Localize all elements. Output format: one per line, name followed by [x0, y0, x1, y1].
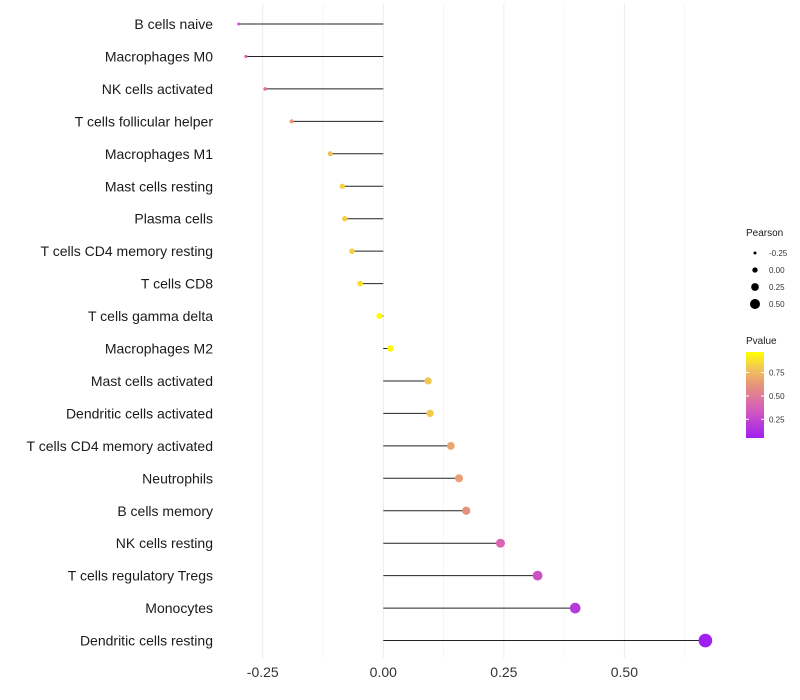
lollipop-point	[446, 441, 455, 450]
x-tick-label: 0.50	[611, 664, 638, 680]
category-label: NK cells activated	[102, 81, 213, 97]
category-label: Macrophages M2	[105, 341, 213, 357]
colorbar-gradient	[746, 352, 764, 438]
color-legend-title: Pvalue	[746, 336, 777, 347]
lollipop-point	[342, 215, 348, 222]
category-label: T cells regulatory Tregs	[68, 568, 213, 584]
lollipop-point	[424, 377, 432, 385]
colorbar: 0.25 0.50 0.75	[746, 352, 785, 438]
size-legend-swatch	[749, 298, 761, 310]
size-legend-label: 0.50	[769, 300, 785, 309]
lollipop-point	[698, 633, 713, 648]
colorbar-label: 0.25	[769, 415, 785, 424]
category-label: T cells CD4 memory resting	[41, 243, 213, 259]
category-label: T cells CD4 memory activated	[27, 438, 213, 454]
category-label: Neutrophils	[142, 470, 213, 486]
lollipop-point	[376, 312, 383, 320]
colorbar-label: 0.75	[769, 369, 785, 378]
size-legend-swatch	[752, 267, 758, 273]
size-legend-items: -0.25 0.00 0.25 0.50	[749, 249, 788, 310]
lollipop-point	[532, 570, 543, 581]
size-legend-label: -0.25	[769, 249, 788, 258]
category-label: Plasma cells	[134, 211, 213, 227]
lollipop-points	[237, 22, 713, 648]
lollipop-stems	[238, 23, 706, 642]
lollipop-point	[339, 183, 345, 189]
lollipop-point	[569, 602, 581, 614]
category-label: T cells gamma delta	[88, 308, 213, 324]
x-tick-label: -0.25	[247, 664, 279, 680]
lollipop-point	[454, 474, 464, 483]
category-label: Macrophages M0	[105, 48, 213, 64]
size-legend-label: 0.00	[769, 266, 785, 275]
size-legend-swatch	[751, 283, 759, 291]
lollipop-point	[426, 409, 434, 418]
lollipop-point	[387, 345, 394, 352]
category-label: Mast cells activated	[91, 373, 213, 389]
y-axis-category-labels: B cells naive Macrophages M0 NK cells acti…	[27, 16, 214, 649]
lollipop-point	[263, 87, 267, 91]
category-label: Macrophages M1	[105, 146, 213, 162]
category-label: Monocytes	[145, 600, 213, 616]
x-tick-label: 0.00	[370, 664, 397, 680]
lollipop-point	[349, 248, 355, 254]
category-label: Dendritic cells resting	[80, 633, 213, 649]
category-label: B cells naive	[134, 16, 213, 32]
category-label: NK cells resting	[116, 535, 213, 551]
legend: Pearson -0.25 0.00 0.25 0.50 Pvalue 0.25 0.5…	[746, 228, 788, 438]
colorbar-label: 0.50	[769, 392, 785, 401]
lollipop-point	[357, 280, 364, 287]
lollipop-point	[237, 22, 241, 26]
x-axis-tick-labels: -0.25 0.00 0.25 0.50	[247, 664, 638, 680]
size-legend-swatch	[753, 251, 757, 255]
lollipop-point	[327, 151, 333, 157]
lollipop-point	[462, 506, 471, 515]
lollipop-point	[244, 54, 248, 59]
category-label: Dendritic cells activated	[66, 405, 213, 421]
lollipop-point	[495, 538, 505, 548]
lollipop-point	[289, 119, 294, 124]
category-label: T cells follicular helper	[75, 113, 214, 129]
category-label: T cells CD8	[141, 276, 213, 292]
category-label: Mast cells resting	[105, 178, 213, 194]
size-legend-title: Pearson	[746, 228, 783, 239]
size-legend-label: 0.25	[769, 283, 785, 292]
category-label: B cells memory	[117, 503, 213, 519]
grid-lines	[262, 4, 686, 658]
x-tick-label: 0.25	[490, 664, 517, 680]
